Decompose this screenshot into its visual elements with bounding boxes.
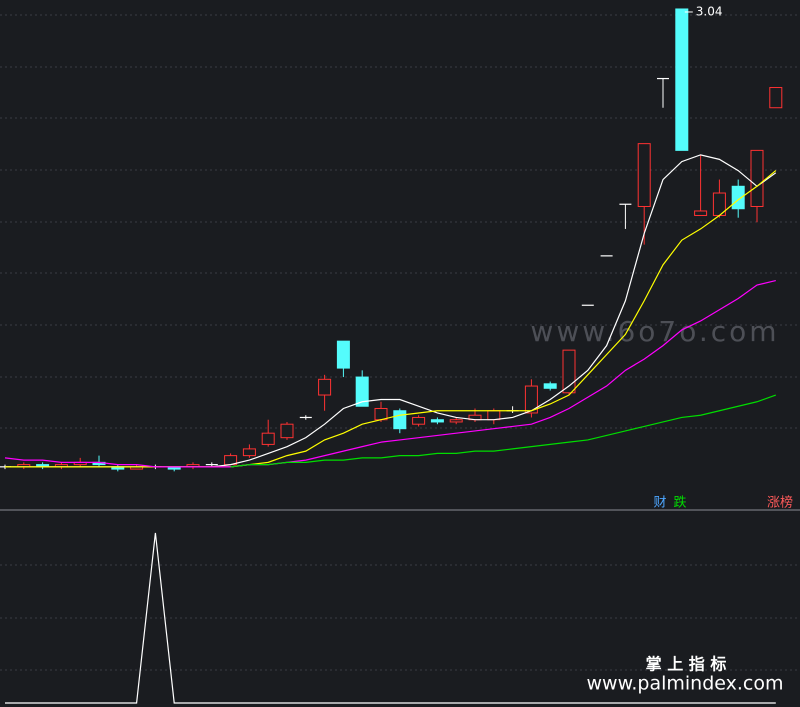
ma-line bbox=[5, 532, 776, 704]
candle-body bbox=[374, 407, 388, 421]
marker-label: 涨榜 bbox=[767, 495, 793, 511]
candle-body bbox=[261, 432, 275, 445]
marker-label: 跌 bbox=[673, 495, 686, 511]
candle-body bbox=[524, 385, 538, 414]
candle-body bbox=[336, 340, 350, 369]
ma-line bbox=[4, 279, 776, 468]
candle-body bbox=[280, 423, 294, 439]
candle-body bbox=[543, 383, 557, 389]
candle-body bbox=[242, 448, 256, 457]
candle-body bbox=[731, 185, 745, 210]
candle-body bbox=[449, 419, 463, 423]
brand-url: www.palmindex.com bbox=[586, 673, 783, 695]
candle-body bbox=[637, 143, 651, 207]
candle-body bbox=[393, 410, 407, 430]
candle-body bbox=[562, 349, 576, 394]
watermark: www.6o7o.com bbox=[530, 315, 779, 348]
candle-body bbox=[412, 416, 426, 425]
high-label: 3.04 bbox=[696, 4, 723, 18]
candle-body bbox=[694, 210, 708, 216]
candle-body bbox=[430, 419, 444, 423]
candle-body bbox=[769, 87, 783, 109]
brand: 掌 上 指 标 bbox=[646, 655, 727, 674]
candle-body bbox=[355, 376, 369, 407]
ma-line bbox=[5, 170, 777, 468]
candle-body bbox=[675, 8, 689, 151]
marker-label: 财 bbox=[653, 496, 666, 511]
candle-body bbox=[318, 378, 332, 396]
ma-line bbox=[230, 394, 777, 468]
candle-body bbox=[750, 149, 764, 207]
candle-body bbox=[487, 410, 501, 421]
